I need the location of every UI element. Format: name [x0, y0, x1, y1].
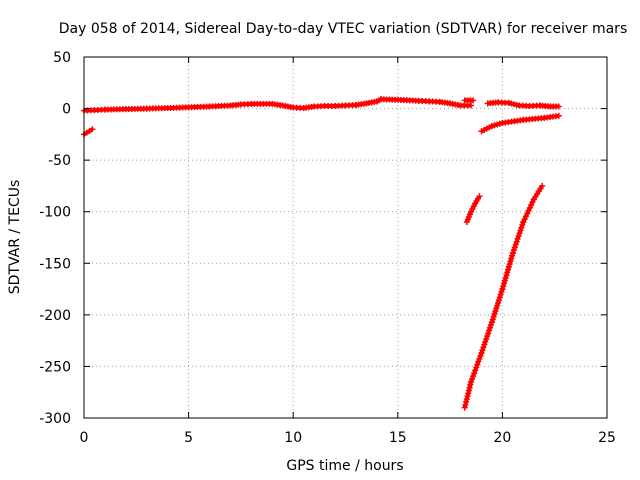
data-point [470, 373, 477, 380]
data-point [473, 364, 480, 371]
data-point [479, 347, 486, 354]
x-tick-label: 10 [284, 430, 302, 446]
series-start-drop [82, 127, 94, 137]
data-point [555, 103, 562, 110]
data-point [501, 280, 508, 287]
x-tick-label: 0 [80, 430, 89, 446]
data-point [515, 233, 522, 240]
x-tick-label: 5 [184, 430, 193, 446]
data-point [519, 221, 526, 228]
data-point [491, 310, 498, 317]
y-tick-label: -200 [39, 308, 71, 324]
data-point [477, 352, 484, 359]
data-point [508, 255, 515, 262]
data-point [494, 302, 501, 309]
data-point [505, 266, 512, 273]
data-point [484, 333, 491, 340]
plot-frame [83, 56, 608, 419]
data-point [489, 316, 496, 323]
data-layer [81, 96, 562, 411]
data-point [509, 252, 516, 259]
data-point [487, 324, 494, 331]
axes-ticks: 0 5 10 15 20 25 50 0 -50 -100 -150 -200 -250 -300 [39, 50, 616, 446]
data-point [505, 263, 512, 270]
data-point [502, 274, 509, 281]
data-point [514, 235, 521, 242]
data-point [496, 294, 503, 301]
data-point [468, 378, 475, 385]
y-tick-label: -100 [39, 205, 71, 221]
data-point [475, 358, 482, 365]
data-point [506, 261, 513, 268]
data-point [89, 126, 96, 133]
y-tick-label: -250 [39, 359, 71, 375]
x-axis-label: GPS time / hours [286, 458, 403, 474]
data-point [501, 277, 508, 284]
data-point [470, 97, 477, 104]
data-point [483, 335, 490, 342]
data-point [507, 258, 514, 265]
data-point [471, 370, 478, 377]
data-point [486, 327, 493, 334]
data-point [493, 305, 500, 312]
data-point [481, 341, 488, 348]
data-point [485, 330, 492, 337]
data-point [490, 313, 497, 320]
data-point [555, 112, 562, 119]
data-point [517, 227, 524, 234]
data-point [503, 272, 510, 279]
grid [84, 57, 607, 418]
y-tick-label: -300 [39, 411, 71, 427]
data-point [488, 319, 495, 326]
data-point [497, 291, 504, 298]
series-steep-long [462, 184, 544, 409]
data-point [469, 376, 476, 383]
data-point [498, 288, 505, 295]
data-point [480, 344, 487, 351]
data-point [487, 321, 494, 328]
y-tick-label: 50 [53, 50, 71, 66]
data-point [495, 299, 502, 306]
y-tick-label: 0 [62, 102, 71, 118]
y-tick-label: -150 [39, 256, 71, 272]
data-point [476, 355, 483, 362]
data-point [510, 247, 517, 254]
data-point [513, 238, 520, 245]
y-tick-label: -50 [48, 153, 71, 169]
data-point [468, 102, 475, 109]
data-point [516, 230, 523, 237]
data-point [482, 338, 489, 345]
y-axis-label: SDTVAR / TECUs [7, 180, 23, 295]
x-tick-label: 20 [493, 430, 511, 446]
x-tick-label: 25 [598, 430, 616, 446]
data-point [474, 361, 481, 368]
data-point [492, 308, 499, 315]
data-point [500, 283, 507, 290]
data-point [499, 286, 506, 293]
data-point [512, 241, 519, 248]
data-point [504, 269, 511, 276]
data-point [472, 367, 479, 374]
chart-title: Day 058 of 2014, Sidereal Day-to-day VTE… [59, 21, 627, 37]
x-tick-label: 15 [389, 430, 407, 446]
data-point [511, 244, 518, 251]
data-point [518, 224, 525, 231]
data-point [478, 350, 485, 357]
data-point [509, 249, 516, 256]
data-point [476, 193, 483, 200]
data-point [539, 182, 546, 189]
data-point [495, 297, 502, 304]
